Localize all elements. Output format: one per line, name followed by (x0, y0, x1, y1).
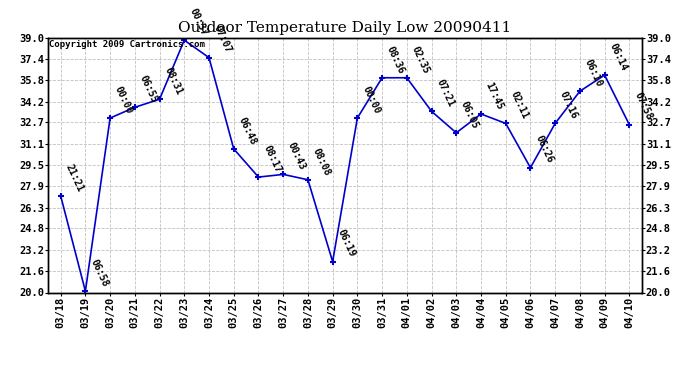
Text: 17:45: 17:45 (484, 80, 505, 111)
Text: 07:07: 07:07 (212, 24, 233, 55)
Text: 08:17: 08:17 (262, 144, 283, 174)
Text: 06:26: 06:26 (533, 134, 555, 165)
Text: 21:21: 21:21 (63, 162, 85, 193)
Text: 07:16: 07:16 (558, 90, 580, 121)
Title: Outdoor Temperature Daily Low 20090411: Outdoor Temperature Daily Low 20090411 (179, 21, 511, 35)
Text: 08:31: 08:31 (162, 66, 184, 96)
Text: 06:58: 06:58 (88, 258, 110, 288)
Text: 07:58: 07:58 (632, 91, 653, 122)
Text: Copyright 2009 Cartronics.com: Copyright 2009 Cartronics.com (50, 40, 206, 49)
Text: 06:10: 06:10 (582, 57, 604, 88)
Text: 06:48: 06:48 (237, 115, 258, 146)
Text: 06:14: 06:14 (607, 42, 629, 72)
Text: 00:43: 00:43 (286, 141, 308, 172)
Text: 02:35: 02:35 (410, 44, 431, 75)
Text: 08:08: 08:08 (310, 146, 332, 177)
Text: 06:05: 06:05 (459, 99, 480, 130)
Text: 02:11: 02:11 (509, 90, 530, 121)
Text: 00:00: 00:00 (113, 84, 135, 115)
Text: 00:37: 00:37 (187, 6, 208, 38)
Text: 00:00: 00:00 (360, 84, 382, 115)
Text: 08:36: 08:36 (385, 44, 406, 75)
Text: 06:55: 06:55 (137, 74, 159, 105)
Text: 07:21: 07:21 (434, 78, 456, 108)
Text: 06:19: 06:19 (335, 228, 357, 259)
